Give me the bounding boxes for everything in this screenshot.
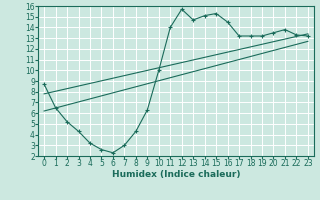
X-axis label: Humidex (Indice chaleur): Humidex (Indice chaleur) [112, 170, 240, 179]
